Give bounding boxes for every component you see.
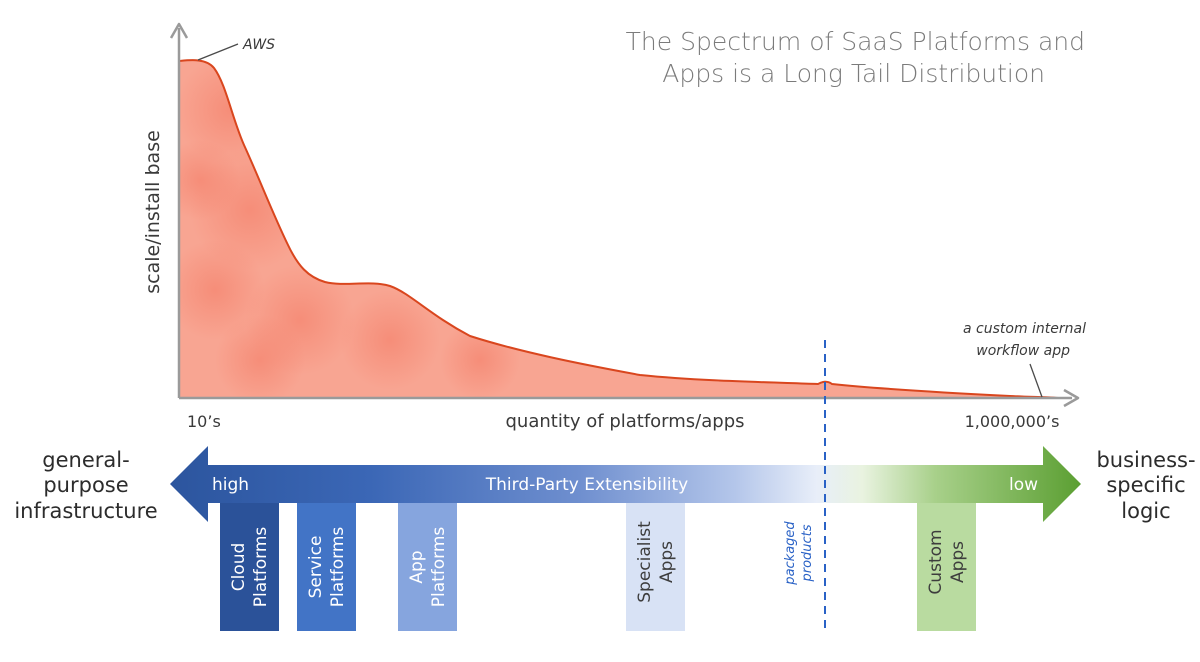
column-rect	[626, 503, 685, 631]
distribution-area	[178, 59, 1059, 399]
column-rect	[297, 503, 356, 631]
column-service-platforms: Service Platforms	[297, 503, 356, 631]
column-label-line-2: Apps	[948, 541, 968, 583]
y-axis-label: scale/install base	[142, 130, 164, 294]
column-label-line-1: Cloud	[229, 543, 249, 592]
aws-leader-line	[197, 43, 239, 61]
y-axis-arrowhead-icon	[169, 22, 189, 39]
column-label-line-1: Service	[306, 536, 326, 599]
left-label-line-1: general-	[42, 448, 129, 472]
column-label-line-2: Platforms	[429, 527, 449, 608]
extensibility-arrow	[170, 446, 1081, 522]
area-texture-blotch	[215, 315, 305, 398]
packaged-products-label-line-2: products	[800, 524, 815, 582]
area-texture-blotch	[179, 240, 265, 340]
column-rect	[220, 503, 279, 631]
title-line-1: The Spectrum of SaaS Platforms and	[626, 27, 1085, 56]
right-label-line-3: logic	[1121, 499, 1170, 523]
custom-app-leader-line	[1029, 363, 1043, 398]
area-texture-blotch	[340, 290, 440, 390]
x-axis-label: quantity of platforms/apps	[505, 411, 744, 432]
chart-axes	[169, 22, 1080, 408]
title-line-2: Apps is a Long Tail Distribution	[662, 59, 1045, 88]
column-label-line-2: Apps	[657, 541, 677, 583]
left-side-label: general- purpose infrastructure	[14, 448, 157, 523]
aws-annotation: AWS	[242, 37, 275, 53]
column-rect	[398, 503, 457, 631]
x-tick-right: 1,000,000’s	[965, 412, 1060, 431]
x-tick-left: 10’s	[187, 412, 221, 431]
x-axis-arrowhead-icon	[1063, 388, 1080, 408]
column-label-line-1: Specialist	[635, 521, 655, 603]
right-label-line-2: specific	[1106, 473, 1185, 497]
column-label-line-2: Platforms	[251, 527, 271, 608]
column-label-line-2: Platforms	[328, 527, 348, 608]
custom-app-annotation-line-2: workflow app	[976, 343, 1070, 359]
area-outline	[178, 59, 1059, 399]
column-specialist-apps: Specialist Apps	[626, 503, 685, 631]
arrow-title-label: Third-Party Extensibility	[485, 475, 689, 495]
column-label-line-1: App	[407, 550, 427, 583]
column-rect	[917, 503, 976, 631]
area-texture-blotch	[440, 320, 520, 398]
area-texture-blotch	[179, 140, 240, 220]
right-label-line-1: business-	[1096, 448, 1195, 472]
category-columns: Cloud Platforms Service Platforms App Pl…	[220, 503, 976, 631]
column-label-line-1: Custom	[926, 529, 946, 594]
arrow-low-label: low	[1009, 475, 1038, 495]
column-cloud-platforms: Cloud Platforms	[220, 503, 279, 631]
column-custom-apps: Custom Apps	[917, 503, 976, 631]
custom-app-annotation-line-1: a custom internal	[963, 321, 1086, 337]
left-label-line-2: purpose	[43, 473, 128, 497]
left-label-line-3: infrastructure	[14, 499, 157, 523]
right-side-label: business- specific logic	[1096, 448, 1195, 523]
arrow-high-label: high	[212, 475, 249, 495]
column-app-platforms: App Platforms	[398, 503, 457, 631]
packaged-products-label-line-1: packaged	[783, 521, 798, 586]
